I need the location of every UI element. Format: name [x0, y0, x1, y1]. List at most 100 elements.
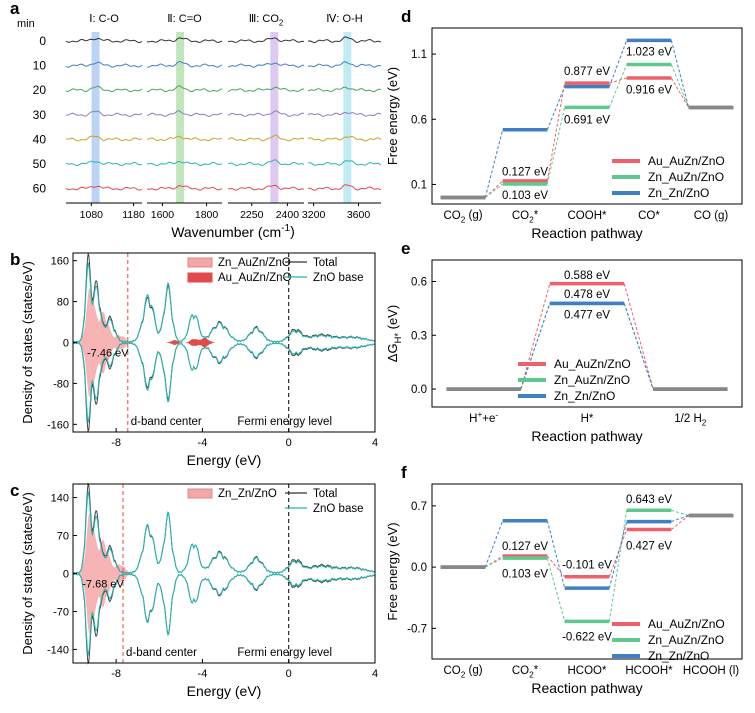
energy-annotation: 0.127 eV: [502, 541, 548, 553]
pathway-category-label: HCOOH (l): [683, 665, 739, 677]
a-time-label: 40: [33, 132, 47, 146]
dos-legend-label: Au_AuZn/ZnO: [218, 272, 292, 284]
pathway-category-label-part: 2: [702, 419, 707, 428]
pathway-category-label-part: 2: [461, 671, 466, 680]
pathway-connector: [623, 283, 654, 390]
dband-value-label: -7.68 eV: [82, 579, 124, 591]
pathway-connector: [670, 77, 690, 108]
dos-xtick-label: 0: [286, 437, 292, 449]
energy-annotation: 0.477 eV: [564, 310, 610, 322]
pathway-category-label: CO2*: [512, 665, 539, 680]
dos-zn-area: [73, 513, 375, 574]
energy-annotation: 0.478 eV: [564, 289, 610, 301]
dos-legend-swatch: [187, 488, 213, 499]
a-spectrum-line: [146, 37, 223, 43]
pathway-connector: [546, 555, 566, 578]
pathway-connector: [608, 64, 628, 108]
dos-ytick-label: 160: [51, 256, 69, 268]
dos-zn-area: [73, 573, 375, 634]
dos-zno-line: [72, 490, 376, 574]
energy-annotation: 0.643 eV: [626, 494, 672, 506]
a-time-label: 50: [33, 157, 47, 171]
dos-ytick-label: 80: [57, 297, 69, 309]
pathway-category-label: H++e-: [469, 410, 498, 425]
pathway-category-label-part: COOH*: [568, 210, 608, 222]
pathway-axes-f: [431, 483, 743, 660]
dos-zno-line: [72, 573, 376, 657]
a-region-title-part: Ⅳ: O-H: [326, 13, 362, 25]
pathway-ytick-label: 1.1: [411, 49, 427, 61]
a-tick-label: 1080: [80, 209, 104, 221]
a-time-label: 20: [33, 83, 47, 97]
a-spectrum-line: [65, 135, 143, 142]
pathway-category-label: CO2 (g): [443, 665, 482, 680]
pathway-ytick-label: -0.7: [407, 623, 427, 635]
pathway-category-label-part: CO: [443, 210, 460, 222]
dos-xtick-label: -8: [111, 437, 121, 449]
pathway-ytick-label: 0.0: [411, 384, 427, 396]
pathway-legend-label: Au_AuZn/ZnO: [648, 617, 725, 631]
pathway-xlabel: Reaction pathway: [531, 428, 642, 444]
pathway-ylabel-part: (eV): [385, 305, 400, 333]
pathway-connector: [546, 86, 566, 130]
fermi-text: Fermi energy level: [237, 647, 332, 659]
pathway-category-label-part: CO: [512, 210, 529, 222]
dos-zn-area: [73, 342, 375, 397]
a-spectrum-line: [65, 37, 143, 44]
pathway-connector: [484, 520, 504, 568]
energy-annotation: 0.103 eV: [502, 568, 548, 580]
a-region-title: Ⅰ: C-O: [89, 13, 119, 25]
a-spectrum-line: [307, 160, 382, 166]
energy-annotation: 1.023 eV: [626, 46, 672, 58]
a-spectrum-line: [65, 110, 143, 117]
dos-ytick-label: 140: [51, 493, 69, 505]
pathway-category-label-part: +: [477, 410, 482, 419]
dos-zno-line: [72, 261, 376, 343]
dos-legend-swatch: [187, 257, 213, 268]
a-spectrum-line: [307, 184, 382, 191]
a-tick-label: 1800: [195, 209, 219, 221]
panel-label-f: f: [401, 463, 407, 482]
pathway-connector: [608, 40, 628, 87]
dos-xlabel: Energy (eV): [187, 683, 262, 699]
pathway-connector: [671, 515, 689, 530]
a-band-3: [343, 32, 352, 203]
pathway-category-label-part: *: [534, 665, 539, 677]
a-region-title: Ⅳ: O-H: [326, 13, 362, 25]
a-region-title-part: Ⅲ: CO: [249, 13, 280, 25]
a-spectrum-line: [307, 111, 382, 117]
dband-text: d-band center: [126, 647, 197, 659]
a-region-title-part: Ⅱ: C=O: [167, 13, 202, 25]
pathway-connector: [670, 64, 690, 108]
dos-xlabel: Energy (eV): [187, 452, 262, 468]
energy-annotation: 0.588 eV: [564, 270, 610, 282]
pathway-ytick-label: 0.3: [411, 330, 427, 342]
pathway-category-label: HCOOH*: [625, 665, 673, 677]
dos-xtick-label: -4: [198, 437, 208, 449]
panel-label-b: b: [10, 250, 20, 269]
a-xlabel-part: -1: [281, 223, 290, 234]
fermi-text: Fermi energy level: [237, 416, 332, 428]
a-spectrum-line: [65, 160, 143, 167]
energy-annotation: 0.427 eV: [626, 540, 672, 552]
pathway-category-label-part: 1/2 H: [674, 413, 702, 425]
pathway-category-label-part: HCOO*: [568, 665, 608, 677]
a-region-title-part: 2: [279, 19, 283, 28]
pathway-connector: [546, 107, 566, 185]
pathway-connector: [623, 303, 654, 390]
a-xlabel-part: ): [290, 223, 295, 239]
pathway-legend-label: Zn_AuZn/ZnO: [648, 633, 724, 647]
energy-annotation: 0.691 eV: [564, 114, 610, 126]
dos-xtick-label: -8: [111, 668, 121, 680]
pathway-connector: [485, 183, 503, 198]
a-tick-label: 3600: [347, 209, 371, 221]
pathway-connector: [484, 180, 504, 198]
dos-legend-label: Total: [313, 488, 337, 500]
pathway-legend-label: Zn_AuZn/ZnO: [554, 373, 630, 387]
a-band-2: [270, 32, 279, 203]
a-spectrum-line: [227, 37, 305, 43]
dband-value-label: -7.46 eV: [87, 348, 129, 360]
pathway-category-label-part: 2: [529, 671, 534, 680]
pathway-ylabel: Free energy (eV): [385, 67, 400, 165]
